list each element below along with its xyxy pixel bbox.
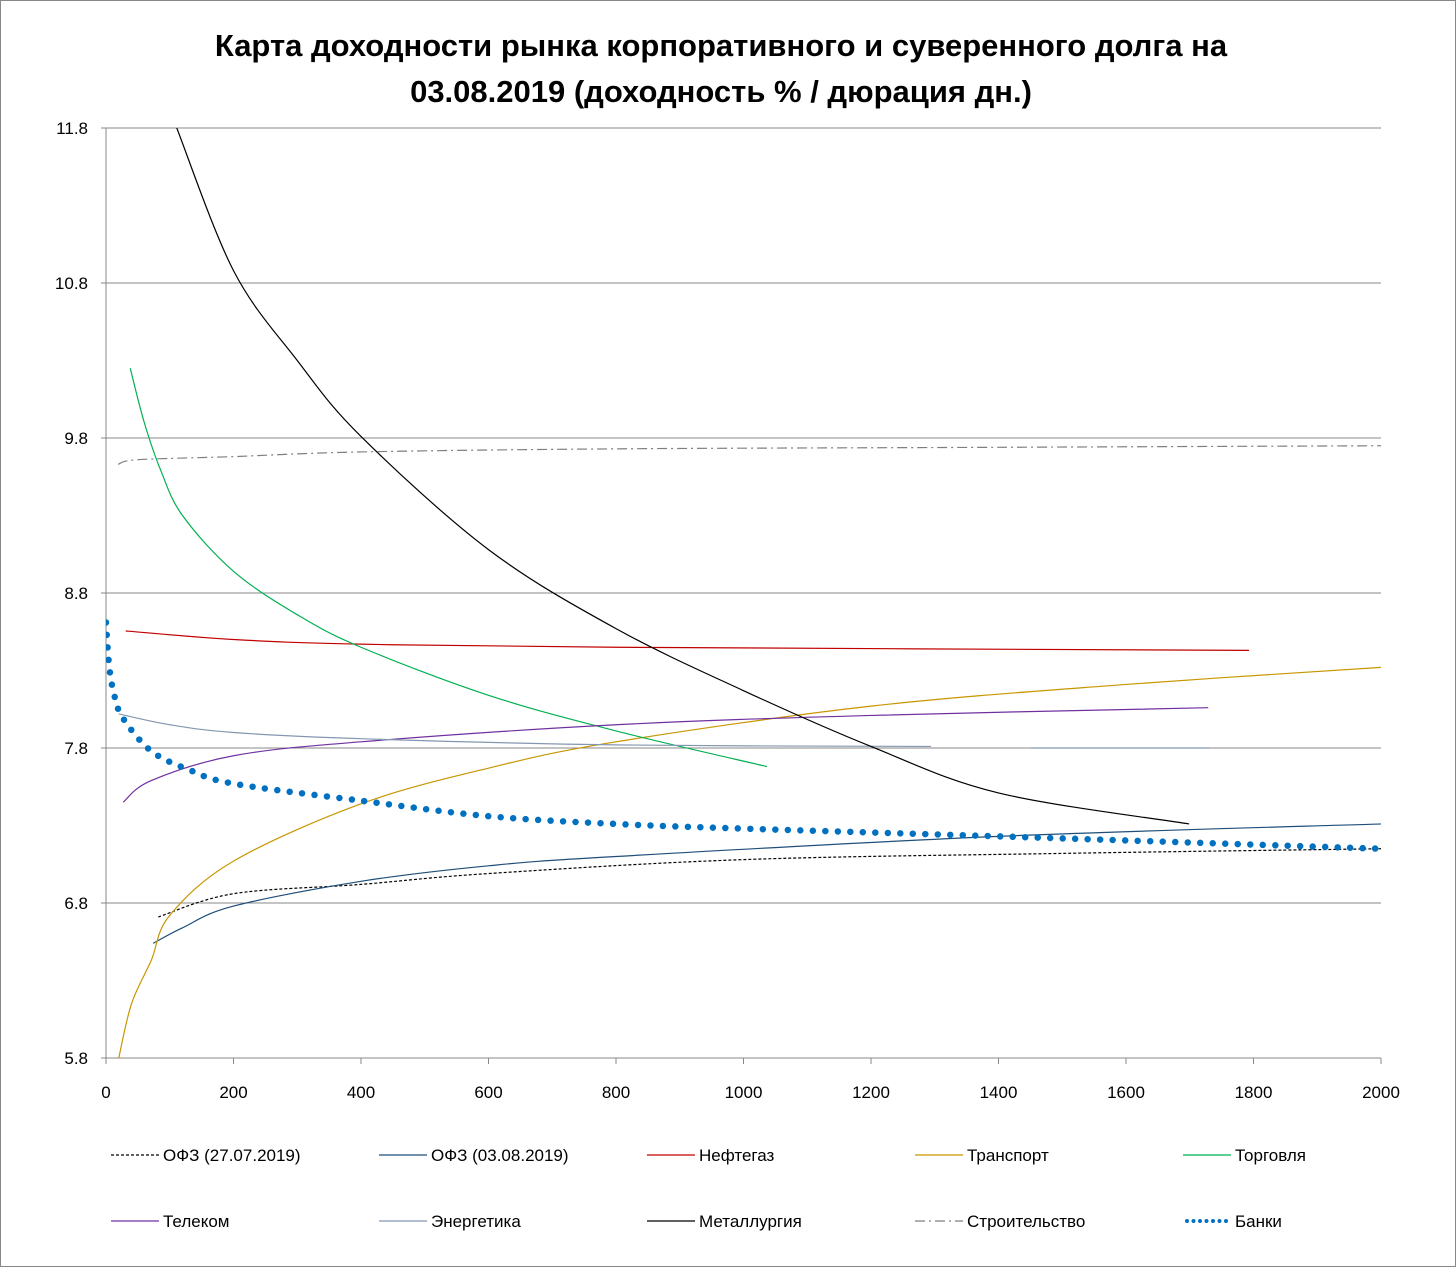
legend-label: Строительство [967,1212,1085,1231]
series-line-9 [106,619,1385,852]
series-line-5 [122,707,1209,803]
legend-label: Торговля [1235,1146,1306,1165]
series-line-3 [118,666,1382,1058]
x-tick-label: 600 [474,1083,502,1102]
y-tick-label: 9.8 [64,429,88,448]
chart-title-line-1: Карта доходности рынка корпоративного и … [214,28,1228,63]
series-line-6 [118,713,931,748]
series-line-0 [158,848,1382,918]
x-tick-label: 1200 [852,1083,890,1102]
x-tick-label: 0 [101,1083,110,1102]
legend-label: Транспорт [967,1146,1049,1165]
x-tick-label: 800 [602,1083,630,1102]
y-tick-label: 6.8 [64,894,88,913]
legend-label: ОФЗ (27.07.2019) [163,1146,301,1165]
legend-label: Металлургия [699,1212,802,1231]
legend-label: Телеком [163,1212,229,1231]
x-tick-label: 1000 [725,1083,763,1102]
legend-label: Нефтегаз [699,1146,774,1165]
series-line-7 [176,128,1190,825]
legend-label: Банки [1235,1212,1282,1231]
x-tick-label: 1800 [1235,1083,1273,1102]
series-line-1 [152,823,1382,944]
series-line-4 [129,368,768,768]
series-line-2 [125,630,1250,651]
y-tick-label: 10.8 [55,274,88,293]
legend-label: Энергетика [431,1212,521,1231]
chart-title-line-2: 03.08.2019 (доходность % / дюрация дн.) [410,74,1032,109]
x-tick-label: 1600 [1107,1083,1145,1102]
x-tick-label: 2000 [1362,1083,1400,1102]
y-tick-label: 5.8 [64,1049,88,1068]
y-tick-label: 7.8 [64,739,88,758]
x-tick-label: 1400 [980,1083,1018,1102]
series-line-8 [117,445,1382,465]
y-tick-label: 11.8 [56,119,88,138]
legend-label: ОФЗ (03.08.2019) [431,1146,569,1165]
x-tick-label: 400 [347,1083,375,1102]
chart-title: Карта доходности рынка корпоративного и … [1,23,1441,115]
y-tick-label: 8.8 [64,584,88,603]
x-tick-label: 200 [219,1083,247,1102]
